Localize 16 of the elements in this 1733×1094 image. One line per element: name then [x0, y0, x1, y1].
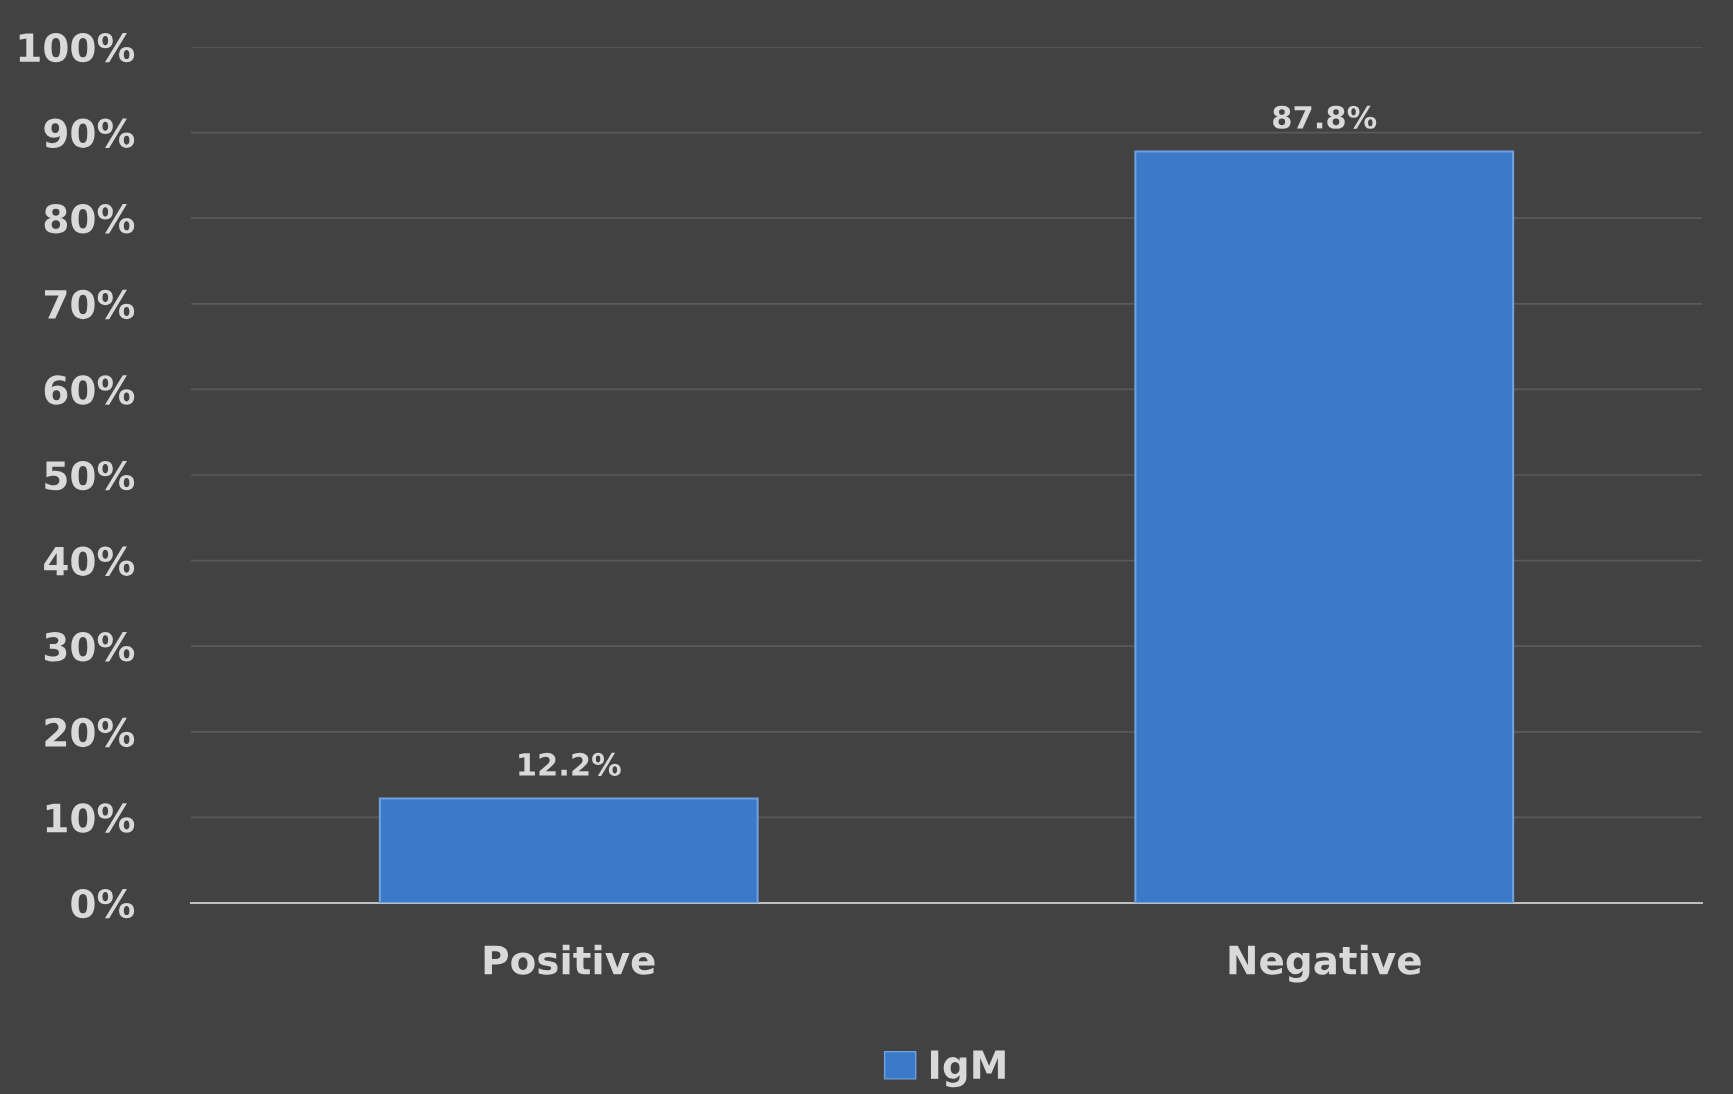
y-tick-label: 100%: [19, 32, 135, 63]
y-tick-label: 0%: [71, 888, 135, 919]
x-tick-label: Negative: [1229, 944, 1421, 983]
y-tick-label: 90%: [44, 118, 135, 148]
x-tick-label: Positive: [484, 944, 655, 975]
text: 87.8%: [1273, 105, 1377, 129]
y-tick-label: 10%: [46, 803, 135, 833]
y-tick-label: 70%: [44, 289, 135, 320]
y-tick-label: 30%: [44, 632, 135, 662]
y-tick-label: 50%: [45, 460, 135, 491]
legend-label: IgM: [930, 1050, 1005, 1088]
y-tick-label: 20%: [45, 717, 135, 748]
text: 12.2%: [519, 752, 621, 776]
y-tick-label: 40%: [44, 546, 135, 576]
y-tick-label: 60%: [44, 375, 135, 405]
y-tick-label: 80%: [44, 204, 135, 234]
